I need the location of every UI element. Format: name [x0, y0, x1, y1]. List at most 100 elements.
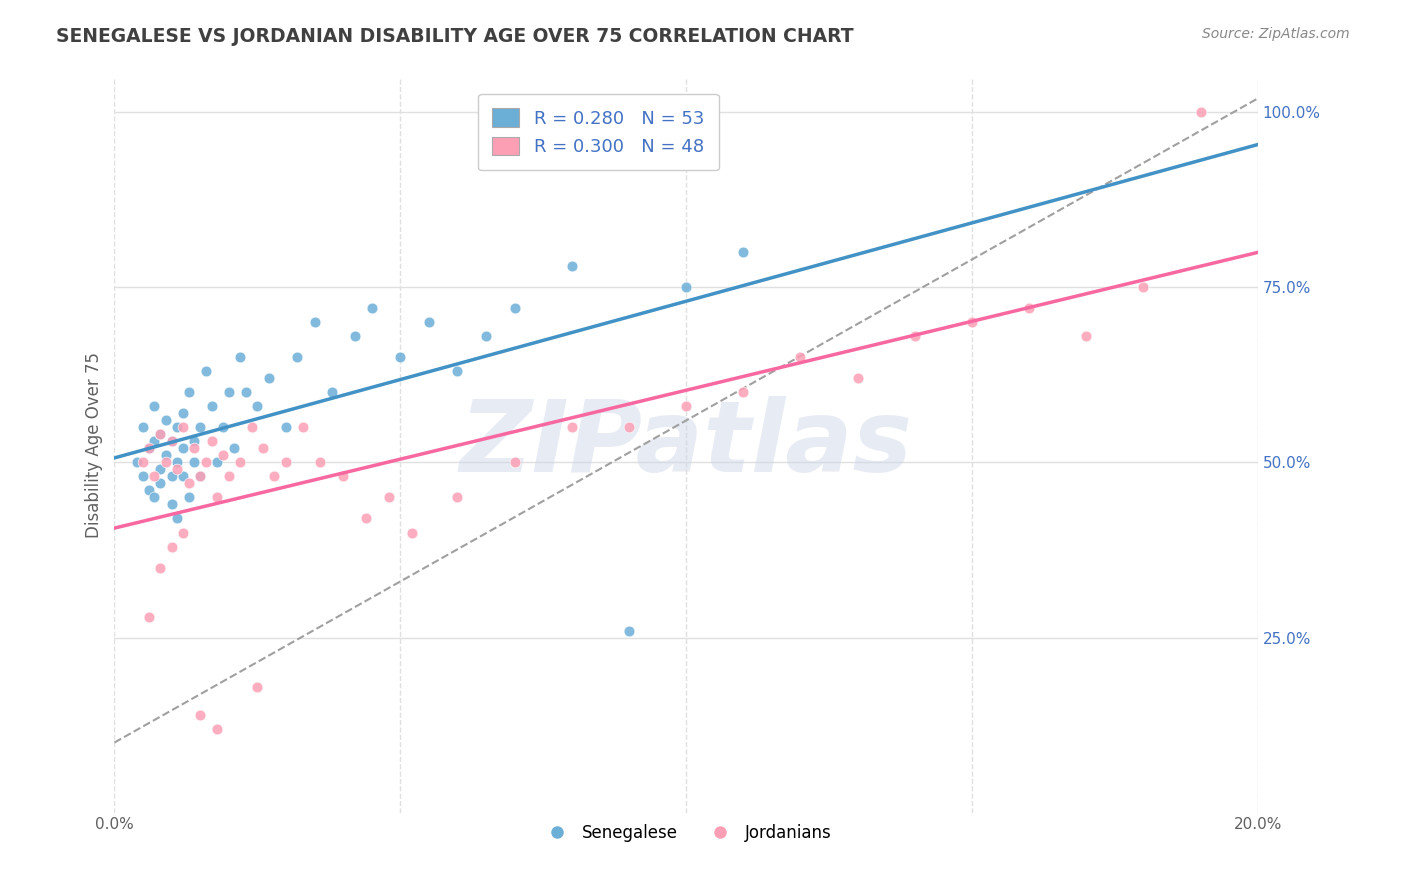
Point — [160, 434, 183, 449]
Point — [172, 469, 194, 483]
Point — [188, 469, 211, 483]
Point — [446, 491, 468, 505]
Point — [172, 407, 194, 421]
Point — [401, 525, 423, 540]
Point — [155, 449, 177, 463]
Point — [561, 260, 583, 274]
Point — [212, 420, 235, 434]
Point — [177, 491, 200, 505]
Text: ZIPatlas: ZIPatlas — [460, 396, 912, 493]
Point — [617, 624, 640, 638]
Point — [155, 413, 177, 427]
Point — [675, 280, 697, 294]
Point — [218, 469, 240, 483]
Point — [733, 385, 755, 400]
Point — [229, 455, 252, 469]
Point — [846, 371, 869, 385]
Point — [904, 329, 927, 343]
Point — [503, 455, 526, 469]
Point — [160, 434, 183, 449]
Point — [172, 420, 194, 434]
Point — [149, 560, 172, 574]
Point — [194, 455, 217, 469]
Point — [246, 680, 269, 694]
Text: Source: ZipAtlas.com: Source: ZipAtlas.com — [1202, 27, 1350, 41]
Point — [194, 364, 217, 378]
Point — [207, 491, 229, 505]
Point — [127, 455, 149, 469]
Point — [617, 420, 640, 434]
Point — [304, 316, 326, 330]
Point — [183, 455, 205, 469]
Point — [172, 525, 194, 540]
Point — [561, 420, 583, 434]
Point — [309, 455, 332, 469]
Point — [246, 400, 269, 414]
Point — [149, 427, 172, 442]
Point — [138, 442, 160, 456]
Point — [166, 511, 188, 525]
Point — [143, 400, 166, 414]
Point — [132, 455, 155, 469]
Point — [149, 462, 172, 476]
Point — [224, 442, 246, 456]
Point — [446, 364, 468, 378]
Point — [218, 385, 240, 400]
Point — [207, 722, 229, 736]
Point — [188, 469, 211, 483]
Point — [143, 491, 166, 505]
Point — [789, 351, 811, 365]
Point — [252, 442, 274, 456]
Point — [132, 469, 155, 483]
Point — [1189, 105, 1212, 120]
Point — [332, 469, 354, 483]
Point — [143, 434, 166, 449]
Point — [360, 301, 382, 316]
Point — [389, 351, 412, 365]
Point — [160, 469, 183, 483]
Point — [321, 385, 343, 400]
Point — [160, 540, 183, 554]
Point — [207, 455, 229, 469]
Point — [343, 329, 366, 343]
Point — [177, 385, 200, 400]
Point — [274, 455, 297, 469]
Point — [292, 420, 315, 434]
Point — [212, 449, 235, 463]
Point — [138, 483, 160, 498]
Point — [172, 442, 194, 456]
Point — [285, 351, 308, 365]
Point — [235, 385, 257, 400]
Point — [155, 455, 177, 469]
Point — [149, 476, 172, 491]
Point — [200, 434, 222, 449]
Point — [418, 316, 440, 330]
Point — [138, 442, 160, 456]
Point — [1018, 301, 1040, 316]
Text: SENEGALESE VS JORDANIAN DISABILITY AGE OVER 75 CORRELATION CHART: SENEGALESE VS JORDANIAN DISABILITY AGE O… — [56, 27, 853, 45]
Point — [354, 511, 377, 525]
Point — [1132, 280, 1154, 294]
Point — [960, 316, 983, 330]
Point — [166, 462, 188, 476]
Y-axis label: Disability Age Over 75: Disability Age Over 75 — [86, 352, 103, 538]
Point — [166, 420, 188, 434]
Point — [166, 455, 188, 469]
Point — [149, 427, 172, 442]
Point — [183, 434, 205, 449]
Point — [143, 469, 166, 483]
Point — [138, 609, 160, 624]
Point — [274, 420, 297, 434]
Point — [475, 329, 498, 343]
Point — [200, 400, 222, 414]
Legend: R = 0.280   N = 53, R = 0.300   N = 48: R = 0.280 N = 53, R = 0.300 N = 48 — [478, 94, 718, 170]
Point — [263, 469, 285, 483]
Point — [675, 400, 697, 414]
Point — [733, 245, 755, 260]
Point — [257, 371, 280, 385]
Point — [229, 351, 252, 365]
Point — [177, 476, 200, 491]
Point — [503, 301, 526, 316]
Point — [132, 420, 155, 434]
Point — [378, 491, 401, 505]
